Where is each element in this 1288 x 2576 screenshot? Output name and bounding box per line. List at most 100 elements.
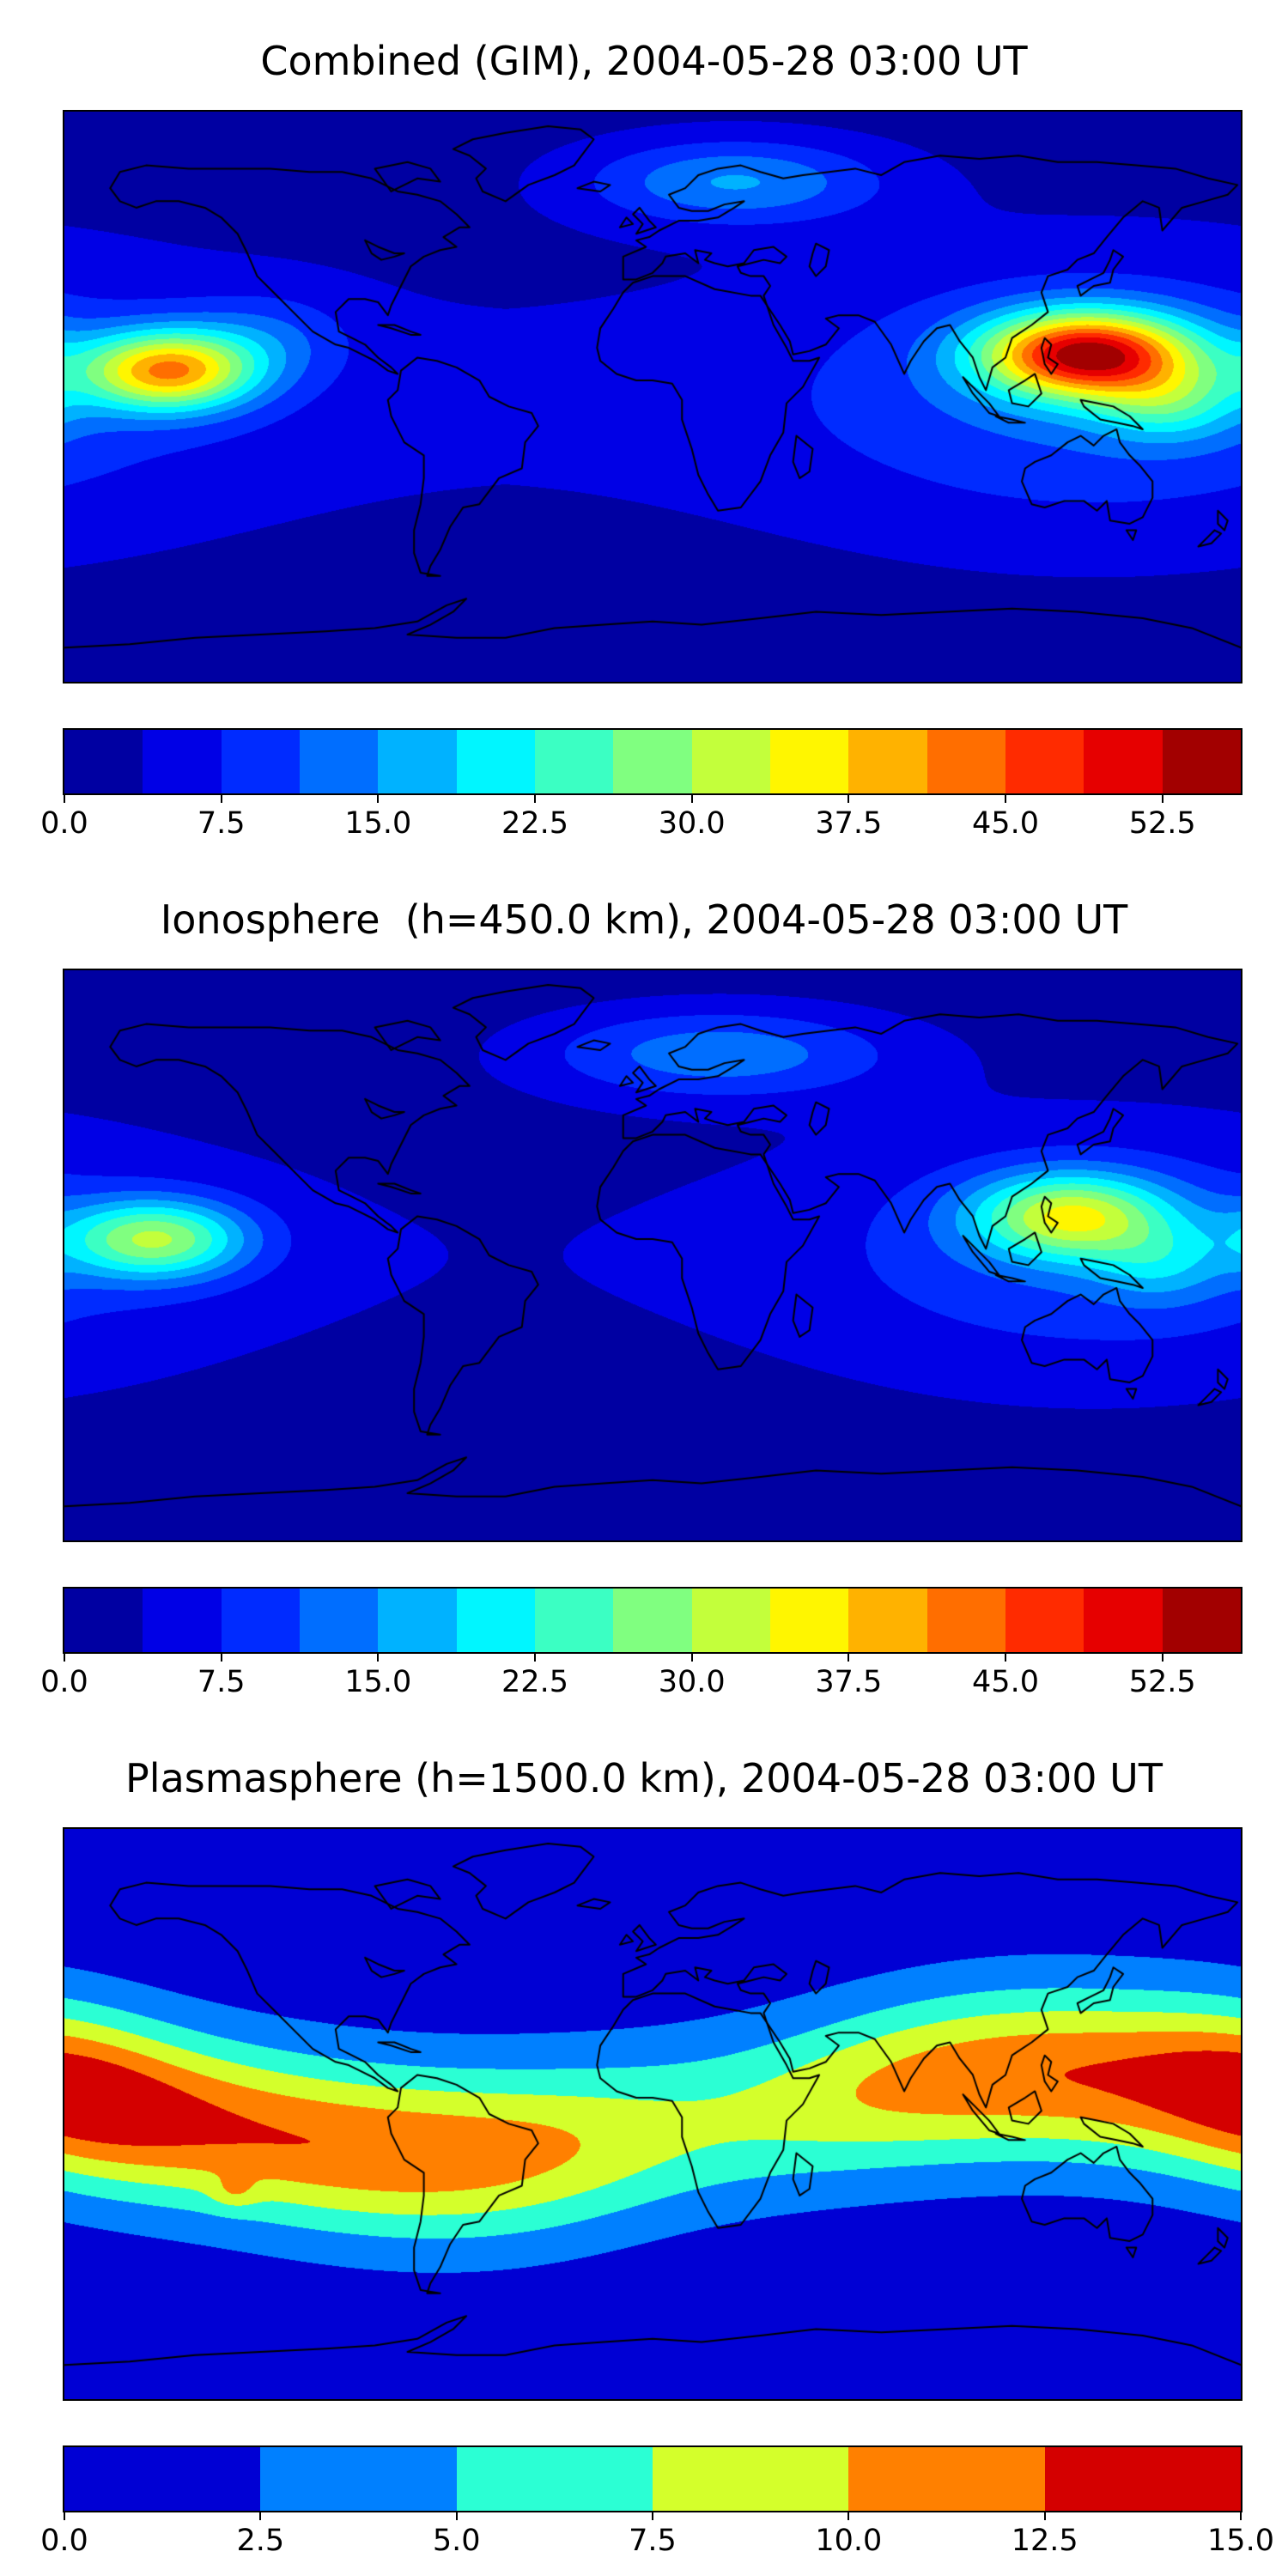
- colorbar-segment: [848, 730, 927, 793]
- colorbar-tick-label: 37.5: [815, 806, 883, 841]
- colorbar-tick-label: 0.0: [40, 806, 88, 841]
- colorbar-segment: [1044, 2447, 1241, 2511]
- map-canvas: [64, 970, 1241, 1540]
- colorbar-segment: [848, 1589, 927, 1652]
- map-ionosphere: [63, 969, 1242, 1542]
- colorbar-tick-mark: [652, 2512, 653, 2520]
- colorbar-tick-mark: [377, 1654, 380, 1662]
- colorbar-tick-label: 30.0: [658, 806, 726, 841]
- panel-ionosphere: Ionosphere (h=450.0 km), 2004-05-28 03:0…: [0, 859, 1288, 1717]
- colorbar-tick-mark: [848, 1654, 850, 1662]
- colorbar-segment: [1084, 730, 1163, 793]
- colorbar-tick-label: 2.5: [236, 2524, 285, 2558]
- colorbar-segment: [221, 730, 300, 793]
- colorbar-tick-label: 22.5: [501, 806, 568, 841]
- colorbar-tick-label: 15.0: [344, 1665, 412, 1699]
- colorbar-tick-mark: [534, 795, 536, 803]
- colorbar-ticks: 0.0 2.5 5.0 7.5 10.0 12.5 15.0: [40, 2512, 1274, 2573]
- colorbar-tick-mark: [220, 1654, 222, 1662]
- map-plasmasphere: [63, 1827, 1242, 2401]
- colorbar-segment: [927, 1589, 1005, 1652]
- colorbar-segment: [143, 1589, 222, 1652]
- colorbar-tick-mark: [1005, 795, 1006, 803]
- colorbar-segment: [848, 2447, 1045, 2511]
- colorbar-tick-mark: [1240, 2512, 1242, 2520]
- colorbar-ticks: 0.0 7.5 15.0 22.5 30.0 37.5 45.0 52.5: [40, 795, 1241, 855]
- colorbar-segment: [221, 1589, 300, 1652]
- panel-title: Ionosphere (h=450.0 km), 2004-05-28 03:0…: [160, 896, 1128, 943]
- colorbar-segment: [378, 730, 457, 793]
- colorbar-tick-label: 52.5: [1128, 806, 1196, 841]
- colorbar-segment: [534, 730, 614, 793]
- panel-title: Plasmasphere (h=1500.0 km), 2004-05-28 0…: [125, 1755, 1163, 1801]
- colorbar-segment: [456, 730, 535, 793]
- colorbar: [63, 728, 1242, 795]
- colorbar-segment: [64, 2447, 261, 2511]
- colorbar-tick-label: 30.0: [658, 1665, 726, 1699]
- colorbar-tick-label: 37.5: [815, 1665, 883, 1699]
- colorbar-tick-mark: [1161, 795, 1163, 803]
- colorbar-tick-label: 12.5: [1011, 2524, 1078, 2558]
- colorbar-tick-mark: [377, 795, 380, 803]
- colorbar-segment: [456, 2447, 653, 2511]
- colorbar-segment: [927, 730, 1005, 793]
- colorbar-tick-mark: [1161, 1654, 1163, 1662]
- colorbar-tick-mark: [64, 2512, 65, 2520]
- panel-plasmasphere: Plasmasphere (h=1500.0 km), 2004-05-28 0…: [0, 1717, 1288, 2576]
- colorbar-segment: [613, 1589, 692, 1652]
- colorbar-tick-mark: [64, 795, 65, 803]
- colorbar-tick-mark: [1005, 1654, 1006, 1662]
- colorbar-tick-label: 5.0: [432, 2524, 481, 2558]
- colorbar-tick-label: 15.0: [1207, 2524, 1274, 2558]
- panel-title: Combined (GIM), 2004-05-28 03:00 UT: [260, 38, 1028, 84]
- colorbar-segment: [64, 730, 143, 793]
- colorbar-segment: [1084, 1589, 1163, 1652]
- map-canvas: [64, 1829, 1241, 2399]
- colorbar-segment: [769, 1589, 849, 1652]
- colorbar-tick-mark: [848, 2512, 850, 2520]
- colorbar-segment: [143, 730, 222, 793]
- colorbar-tick-mark: [690, 795, 693, 803]
- colorbar-segment: [534, 1589, 614, 1652]
- colorbar-tick-label: 7.5: [197, 806, 246, 841]
- colorbar-tick-mark: [848, 795, 850, 803]
- map-canvas: [64, 112, 1241, 682]
- map-combined: [63, 110, 1242, 683]
- colorbar-tick-label: 22.5: [501, 1665, 568, 1699]
- colorbar-segment: [1162, 1589, 1241, 1652]
- colorbar-segment: [64, 1589, 143, 1652]
- colorbar-segment: [652, 2447, 849, 2511]
- colorbar-tick-mark: [1043, 2512, 1046, 2520]
- colorbar-segment: [299, 1589, 379, 1652]
- colorbar-segment: [299, 730, 379, 793]
- colorbar: [63, 2445, 1242, 2512]
- colorbar-tick-label: 0.0: [40, 1665, 88, 1699]
- colorbar-segment: [378, 1589, 457, 1652]
- colorbar-tick-label: 10.0: [815, 2524, 883, 2558]
- colorbar-tick-label: 45.0: [972, 806, 1039, 841]
- colorbar-tick-mark: [455, 2512, 458, 2520]
- colorbar-tick-label: 7.5: [197, 1665, 246, 1699]
- colorbar-tick-mark: [64, 1654, 65, 1662]
- colorbar-segment: [1005, 730, 1084, 793]
- colorbar-segment: [456, 1589, 535, 1652]
- colorbar-tick-mark: [259, 2512, 262, 2520]
- colorbar-tick-mark: [534, 1654, 536, 1662]
- colorbar-tick-label: 0.0: [40, 2524, 88, 2558]
- colorbar-segment: [769, 730, 849, 793]
- colorbar-segment: [613, 730, 692, 793]
- colorbar-tick-label: 15.0: [344, 806, 412, 841]
- colorbar: [63, 1587, 1242, 1654]
- colorbar-tick-label: 52.5: [1128, 1665, 1196, 1699]
- colorbar-tick-label: 45.0: [972, 1665, 1039, 1699]
- colorbar-segment: [1162, 730, 1241, 793]
- colorbar-tick-mark: [690, 1654, 693, 1662]
- colorbar-segment: [691, 1589, 770, 1652]
- colorbar-segment: [1005, 1589, 1084, 1652]
- colorbar-ticks: 0.0 7.5 15.0 22.5 30.0 37.5 45.0 52.5: [40, 1654, 1241, 1714]
- colorbar-segment: [260, 2447, 457, 2511]
- panel-combined-gim: Combined (GIM), 2004-05-28 03:00 UT 0.0 7…: [0, 0, 1288, 859]
- colorbar-segment: [691, 730, 770, 793]
- colorbar-tick-label: 7.5: [629, 2524, 677, 2558]
